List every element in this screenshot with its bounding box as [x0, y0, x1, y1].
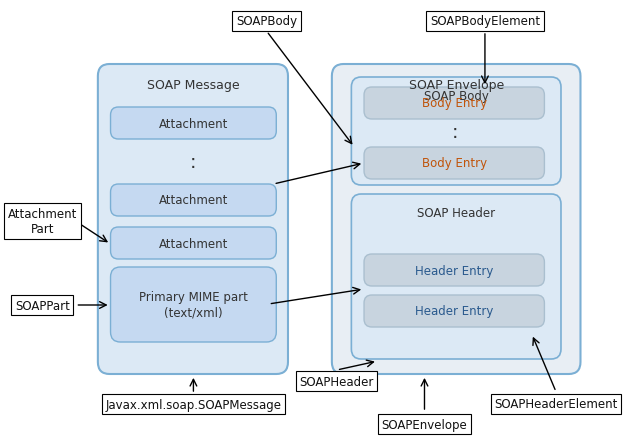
FancyBboxPatch shape: [364, 88, 545, 120]
Text: SOAPEnvelope: SOAPEnvelope: [382, 417, 468, 431]
Text: Body Entry: Body Entry: [422, 157, 487, 170]
FancyBboxPatch shape: [332, 65, 581, 374]
FancyBboxPatch shape: [364, 254, 545, 286]
FancyBboxPatch shape: [364, 295, 545, 327]
Text: SOAPPart: SOAPPart: [15, 299, 69, 312]
FancyBboxPatch shape: [98, 65, 288, 374]
Text: Header Entry: Header Entry: [415, 305, 493, 318]
Text: SOAP Envelope: SOAP Envelope: [408, 79, 504, 92]
Text: SOAP Message: SOAP Message: [146, 79, 239, 92]
Text: Attachment: Attachment: [159, 237, 228, 250]
FancyBboxPatch shape: [351, 78, 561, 186]
Text: Attachment: Attachment: [159, 117, 228, 130]
FancyBboxPatch shape: [110, 267, 276, 342]
Text: SOAPHeader: SOAPHeader: [300, 374, 374, 388]
Text: :: :: [190, 152, 197, 171]
FancyBboxPatch shape: [364, 148, 545, 180]
Text: :: :: [451, 122, 458, 141]
Text: SOAPBody: SOAPBody: [236, 15, 297, 28]
FancyBboxPatch shape: [110, 108, 276, 140]
Text: SOAPBodyElement: SOAPBodyElement: [430, 15, 540, 28]
Text: Primary MIME part
(text/xml): Primary MIME part (text/xml): [139, 291, 248, 319]
Text: Body Entry: Body Entry: [422, 97, 487, 110]
Text: SOAP Body: SOAP Body: [424, 90, 488, 103]
Text: Header Entry: Header Entry: [415, 264, 493, 277]
FancyBboxPatch shape: [110, 184, 276, 216]
FancyBboxPatch shape: [351, 194, 561, 359]
Text: SOAPHeaderElement: SOAPHeaderElement: [495, 398, 618, 410]
Text: Javax.xml.soap.SOAPMessage: Javax.xml.soap.SOAPMessage: [105, 398, 281, 410]
FancyBboxPatch shape: [110, 227, 276, 259]
Text: SOAP Header: SOAP Header: [417, 207, 495, 219]
Text: Attachment: Attachment: [159, 194, 228, 207]
Text: Attachment
Part: Attachment Part: [8, 208, 77, 236]
